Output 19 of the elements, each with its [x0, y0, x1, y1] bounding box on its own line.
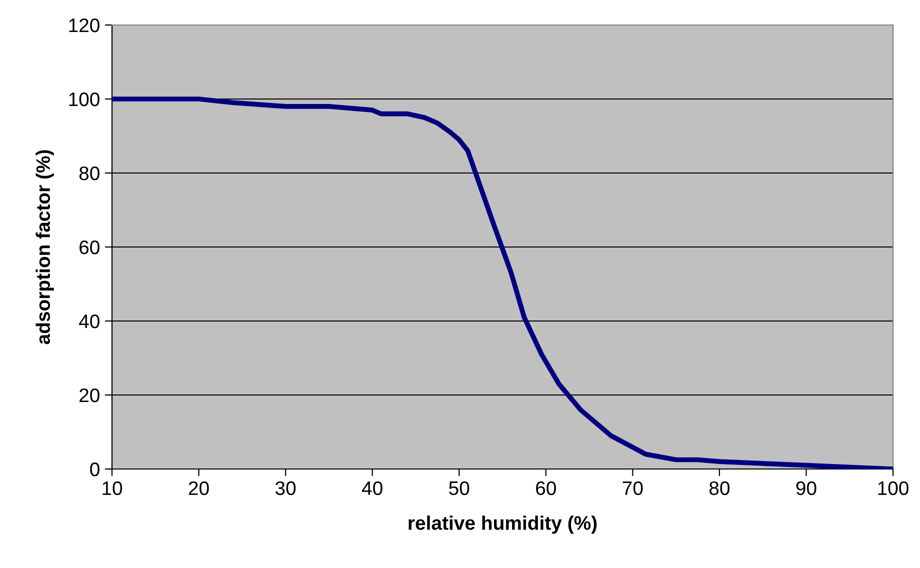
x-tick-label: 50: [449, 481, 470, 496]
y-tick-label: 0: [90, 462, 100, 476]
x-tick-label: 40: [362, 481, 382, 496]
y-tick-label: 60: [80, 240, 100, 254]
y-axis-title: adsorption factor (%): [36, 150, 54, 344]
x-tick-label: 60: [536, 481, 556, 496]
y-tick-label: 20: [80, 388, 100, 402]
x-tick-label: 10: [102, 481, 122, 496]
y-tick-label: 120: [69, 18, 100, 32]
y-tick-label: 80: [79, 166, 100, 180]
x-tick-label: 20: [188, 481, 209, 496]
y-tick-label: 40: [79, 314, 100, 328]
x-axis-title: relative humidity (%): [408, 516, 597, 534]
x-tick-label: 30: [275, 481, 296, 496]
x-tick-label: 70: [622, 481, 643, 496]
x-tick-label: 90: [796, 481, 816, 496]
x-tick-label: 100: [878, 481, 908, 496]
x-tick-label: 80: [709, 481, 730, 496]
y-tick-label: 100: [69, 92, 100, 106]
